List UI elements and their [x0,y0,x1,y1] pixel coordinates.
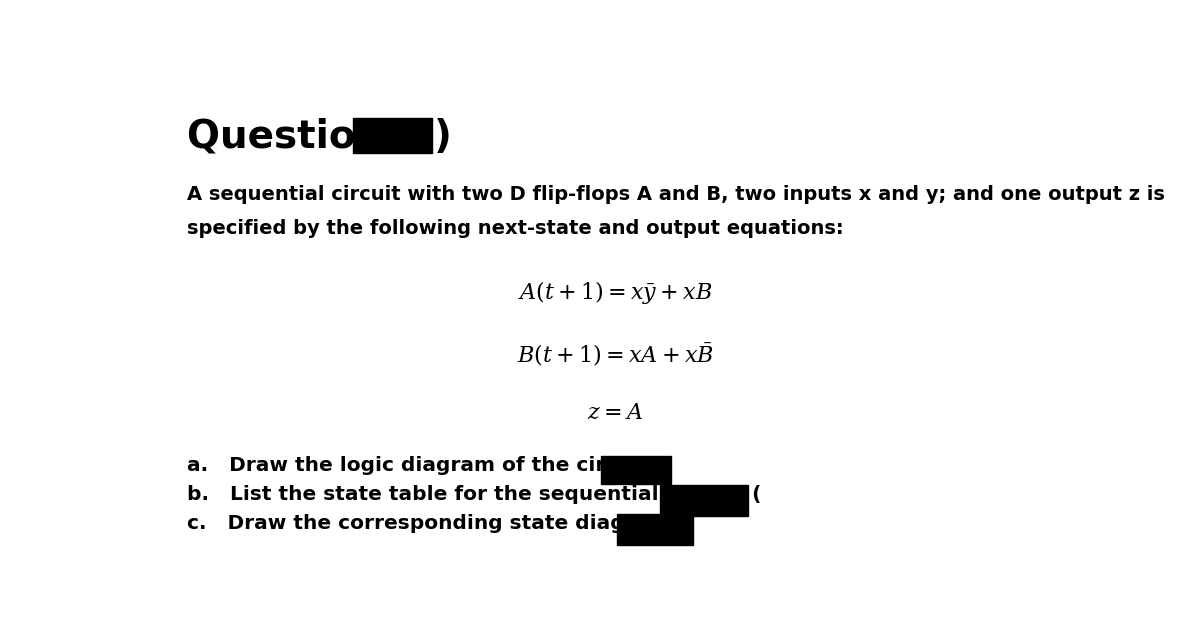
Text: specified by the following next-state and output equations:: specified by the following next-state an… [187,219,844,237]
Text: ): ) [433,118,451,156]
Text: c.   Draw the corresponding state diagram. (: c. Draw the corresponding state diagram.… [187,514,694,533]
Text: A sequential circuit with two D flip-flops A and B, two inputs x and y; and one : A sequential circuit with two D flip-flo… [187,185,1165,204]
Text: $z = A$: $z = A$ [587,403,643,424]
Text: $B(t + 1) = xA + x\bar{B}$: $B(t + 1) = xA + x\bar{B}$ [516,341,714,368]
FancyBboxPatch shape [617,514,694,545]
FancyBboxPatch shape [601,456,671,484]
Text: a.   Draw the logic diagram of the circuit.: a. Draw the logic diagram of the circuit… [187,456,656,475]
Text: $A(t + 1) = x\bar{y} + xB$: $A(t + 1) = x\bar{y} + xB$ [517,278,713,306]
FancyBboxPatch shape [660,485,748,516]
FancyBboxPatch shape [353,118,432,153]
Text: Question 2: Question 2 [187,118,424,156]
Text: b.   List the state table for the sequential circuit. (: b. List the state table for the sequenti… [187,485,762,504]
